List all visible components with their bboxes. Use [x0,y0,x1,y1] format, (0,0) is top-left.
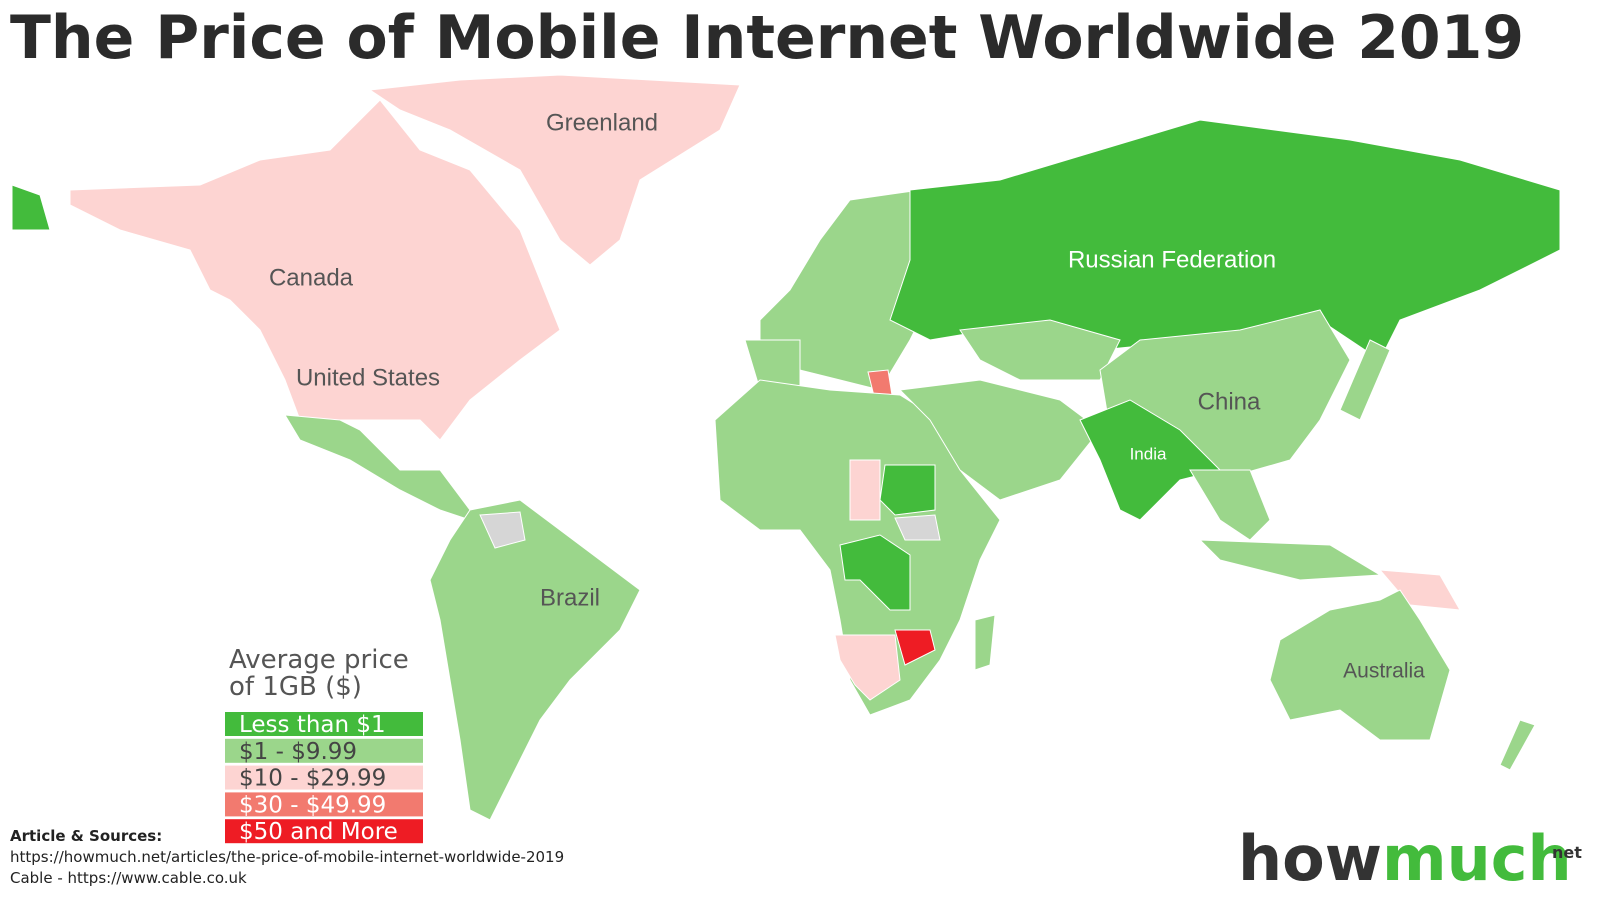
legend: Average price of 1GB ($) Less than $1$1 … [225,645,423,845]
legend-swatch [225,819,423,844]
legend-label: $50 and More [239,819,398,845]
legend-title: of 1GB ($) [229,672,362,702]
country-shape [839,534,911,611]
legend-title: Average price [229,645,409,675]
logo-part: how [1238,822,1382,895]
map-label: Brazil [540,584,600,611]
country-shape [959,319,1121,381]
country-shape [1499,719,1536,771]
map-label: Australia [1343,660,1425,683]
legend-swatch [225,712,423,736]
map-label: India [1130,444,1167,463]
source-line: Cable - https://www.cable.co.uk [10,869,247,887]
country-shape [1269,589,1451,741]
legend-label: Less than $1 [239,712,386,738]
legend-swatch [225,792,423,817]
country-shape [879,464,936,516]
country-shape [1339,339,1391,421]
source-line: https://howmuch.net/articles/the-price-o… [10,848,564,866]
country-shape [479,511,526,549]
map [11,74,1561,821]
legend-label: $1 - $9.99 [239,739,357,765]
map-label: United States [296,364,440,391]
country-shape [898,379,1101,501]
map-label: Russian Federation [1068,246,1276,273]
logo-suffix: net [1552,843,1582,862]
map-label: Canada [269,264,354,291]
country-shape [974,614,996,671]
title: The Price of Mobile Internet Worldwide 2… [10,3,1524,73]
country-shape [69,99,561,441]
country-shape [284,414,501,521]
logo: howmuch [1238,822,1572,895]
logo-part: much [1382,822,1572,895]
country-shape [11,184,51,231]
country-shape [834,634,901,701]
country-shape [889,119,1561,361]
country-shape [429,499,641,821]
sources-heading: Article & Sources: [10,827,162,845]
map-label: China [1198,388,1261,415]
country-shape [368,74,741,266]
country-shape [1189,469,1271,541]
country-shape [1198,539,1382,581]
legend-label: $30 - $49.99 [239,792,386,818]
country-shape [849,459,881,521]
legend-swatch [225,738,423,763]
country-shape [894,629,936,666]
map-label: Greenland [546,109,658,136]
legend-label: $10 - $29.99 [239,766,386,792]
country-shape [894,514,941,541]
legend-swatch [225,765,423,790]
